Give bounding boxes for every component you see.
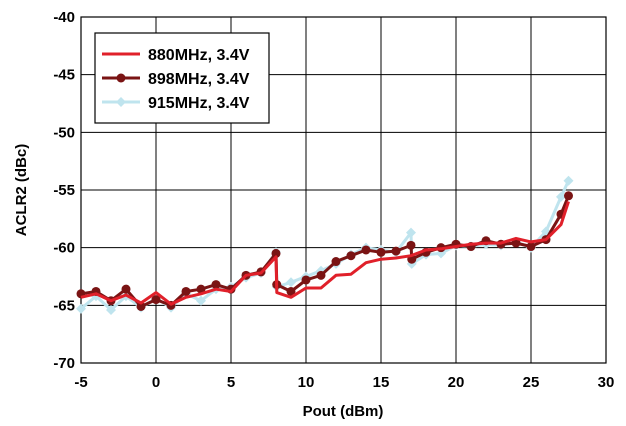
- data-point: [361, 245, 371, 255]
- data-point: [121, 284, 131, 294]
- data-point: [511, 238, 521, 248]
- data-point: [563, 175, 574, 186]
- series-group: [76, 175, 574, 315]
- data-point: [406, 227, 416, 238]
- data-point: [181, 286, 191, 296]
- y-tick-label: -65: [53, 297, 75, 314]
- y-tick-labels: -40 -45 -50 -55 -60 -65 -70: [53, 9, 75, 372]
- y-tick-label: -60: [53, 240, 75, 257]
- data-point: [346, 251, 356, 261]
- y-tick-label: -55: [53, 182, 75, 199]
- x-tick-label: 15: [373, 374, 390, 391]
- legend-label-898: 898MHz, 3.4V: [148, 71, 250, 88]
- y-axis-title: ACLR2 (dBc): [13, 144, 30, 237]
- legend: 880MHz, 3.4V 898MHz, 3.4V 915MHz, 3.4V: [94, 32, 270, 124]
- legend-box: [94, 32, 270, 124]
- data-point: [331, 257, 341, 267]
- data-point: [316, 270, 326, 280]
- x-tick-label: 10: [298, 374, 315, 391]
- legend-marker-915: [116, 97, 126, 107]
- data-point: [564, 191, 573, 201]
- data-point: [391, 246, 401, 256]
- x-tick-label: 20: [448, 374, 465, 391]
- x-tick-label: 30: [598, 374, 615, 391]
- data-point: [151, 295, 161, 305]
- legend-marker-898: [116, 73, 126, 83]
- y-tick-label: -45: [53, 67, 75, 84]
- x-tick-label: 25: [523, 374, 540, 391]
- data-point: [286, 277, 296, 288]
- y-tick-label: -50: [53, 124, 75, 141]
- data-point: [106, 304, 116, 315]
- series-line: [80, 201, 570, 306]
- x-axis-title: Pout (dBm): [303, 403, 384, 420]
- data-point: [286, 286, 296, 296]
- data-point: [76, 303, 86, 314]
- data-point: [211, 280, 221, 290]
- data-point: [301, 275, 311, 285]
- legend-label-880: 880MHz, 3.4V: [148, 47, 250, 64]
- x-tick-labels: -5 0 5 10 15 20 25 30: [74, 374, 614, 391]
- data-point: [376, 247, 386, 257]
- data-point: [136, 301, 146, 311]
- y-tick-label: -70: [53, 355, 75, 372]
- data-point: [526, 242, 536, 252]
- data-point: [196, 295, 206, 306]
- data-point: [196, 284, 206, 294]
- y-tick-label: -40: [53, 9, 75, 26]
- x-tick-label: 5: [227, 374, 235, 391]
- x-tick-label: -5: [74, 374, 87, 391]
- data-point: [556, 191, 566, 202]
- data-point: [271, 248, 281, 258]
- x-tick-label: 0: [152, 374, 160, 391]
- series-0: [80, 201, 570, 306]
- data-point: [406, 240, 416, 250]
- legend-label-915: 915MHz, 3.4V: [148, 95, 250, 112]
